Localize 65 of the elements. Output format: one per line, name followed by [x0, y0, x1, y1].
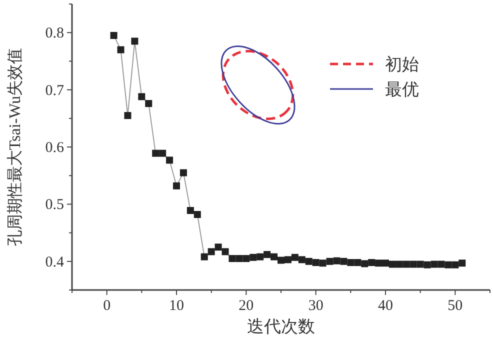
- point: [458, 260, 466, 267]
- point: [326, 258, 334, 265]
- point: [452, 261, 459, 268]
- point: [361, 260, 368, 268]
- point: [298, 256, 306, 264]
- point: [424, 261, 431, 268]
- point: [278, 256, 284, 264]
- point: [208, 248, 215, 256]
- point: [284, 256, 292, 264]
- point: [340, 258, 348, 265]
- point: [416, 260, 424, 268]
- y-tick-label: 0.6: [45, 140, 64, 156]
- point: [430, 260, 438, 268]
- point: [186, 206, 194, 214]
- y-axis-title: 孔周期性最大Tsai-Wu失效值: [6, 48, 24, 246]
- annotation: 初始: [385, 55, 419, 74]
- x-tick-label: 0: [103, 298, 111, 314]
- point: [228, 255, 236, 262]
- point: [250, 254, 257, 261]
- point: [138, 93, 146, 100]
- point: [222, 248, 229, 256]
- x-tick-label: 30: [308, 298, 324, 314]
- y-tick-label: 0.7: [45, 82, 64, 99]
- point: [333, 257, 340, 264]
- point: [145, 100, 152, 108]
- point: [347, 259, 354, 266]
- point: [319, 260, 326, 267]
- point: [305, 258, 312, 265]
- y-tick-label: 0.5: [45, 197, 64, 214]
- point: [214, 244, 222, 251]
- x-axis-title: 迭代次数: [247, 317, 315, 336]
- point: [200, 253, 208, 260]
- point: [270, 253, 278, 260]
- point: [256, 253, 264, 260]
- point: [117, 46, 124, 54]
- point: [236, 255, 243, 262]
- y-tick-label: 0.4: [45, 254, 64, 270]
- x-tick-label: 50: [448, 298, 463, 314]
- point: [242, 255, 250, 262]
- point: [402, 260, 410, 268]
- point: [124, 112, 132, 120]
- point: [166, 156, 174, 164]
- point: [410, 260, 417, 268]
- point: [354, 259, 362, 266]
- point: [159, 150, 166, 157]
- x-tick-label: 10: [169, 298, 184, 314]
- point: [173, 182, 180, 190]
- point: [131, 38, 138, 45]
- point: [152, 150, 160, 157]
- x-tick-label: 40: [378, 298, 393, 314]
- point: [368, 259, 376, 266]
- point: [312, 259, 320, 266]
- point: [388, 260, 396, 268]
- point: [444, 261, 452, 268]
- point: [264, 251, 271, 258]
- point: [180, 169, 187, 176]
- x-tick-label: 20: [238, 298, 254, 314]
- point: [438, 260, 445, 268]
- point: [110, 32, 118, 39]
- annotation: 最优: [385, 80, 419, 99]
- point: [375, 260, 382, 267]
- point: [396, 260, 403, 268]
- point: [291, 254, 298, 261]
- y-tick-label: 0.8: [45, 26, 64, 42]
- point: [194, 210, 201, 218]
